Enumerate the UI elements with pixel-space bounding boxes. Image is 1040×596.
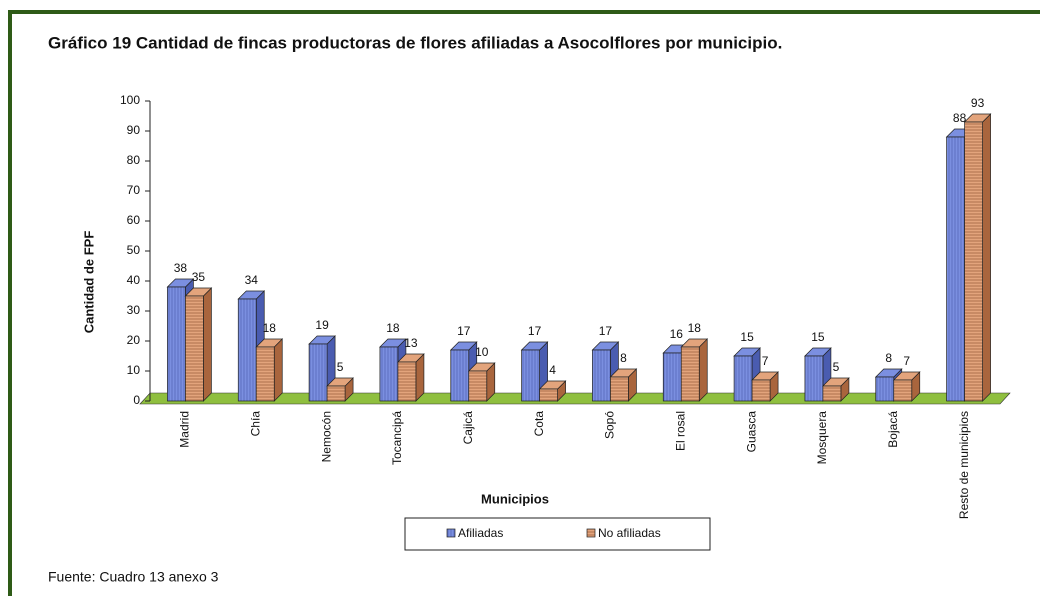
bar <box>610 376 629 402</box>
bar <box>185 295 204 402</box>
bar <box>804 355 824 402</box>
value-label: 18 <box>263 321 277 335</box>
value-label: 18 <box>688 321 702 335</box>
bar-side <box>203 287 212 402</box>
chart-title: Gráfico 19 Cantidad de fincas productora… <box>48 33 782 52</box>
y-tick-label: 10 <box>127 363 141 377</box>
x-tick-label: Cajicá <box>461 411 475 445</box>
bar <box>822 385 842 402</box>
x-tick-label: Mosquera <box>815 411 829 465</box>
value-label: 5 <box>833 360 840 374</box>
value-label: 88 <box>953 111 967 125</box>
x-tick-label: Tocancipá <box>390 411 404 465</box>
bar-side <box>273 338 283 402</box>
bar <box>946 136 965 402</box>
x-tick-label: Madrid <box>178 411 192 448</box>
legend-label: No afiliadas <box>598 526 661 540</box>
bar <box>326 385 346 402</box>
bar <box>875 376 895 402</box>
y-axis-label: Cantidad de FPF <box>81 231 96 334</box>
value-label: 4 <box>549 363 556 377</box>
x-tick-label: Resto de municipios <box>957 411 971 519</box>
y-tick-label: 30 <box>127 303 141 317</box>
value-label: 7 <box>903 354 910 368</box>
frame-left <box>8 10 12 596</box>
value-label: 8 <box>620 351 627 365</box>
bar <box>539 388 558 402</box>
x-tick-label: Cota <box>532 411 546 437</box>
x-tick-label: Nemocón <box>319 411 333 462</box>
y-tick-label: 100 <box>120 93 140 107</box>
legend-label: Afiliadas <box>458 526 503 540</box>
bar-side <box>982 113 991 402</box>
legend-box <box>404 517 711 551</box>
value-label: 35 <box>192 270 206 284</box>
bar <box>308 343 328 402</box>
bar <box>592 349 611 402</box>
bar <box>893 379 913 402</box>
y-tick-label: 80 <box>127 153 141 167</box>
bar <box>662 352 682 402</box>
value-label: 93 <box>971 96 985 110</box>
legend-swatch <box>446 528 456 538</box>
y-tick-label: 50 <box>127 243 141 257</box>
bar <box>167 286 186 402</box>
value-label: 38 <box>174 261 188 275</box>
value-label: 10 <box>475 345 489 359</box>
value-label: 17 <box>599 324 613 338</box>
bar <box>751 379 771 402</box>
bar <box>964 121 983 402</box>
x-tick-label: Bojacá <box>886 411 900 448</box>
bar <box>255 346 275 402</box>
bar <box>379 346 399 402</box>
source-note: Fuente: Cuadro 13 anexo 3 <box>48 569 219 585</box>
value-label: 13 <box>404 336 418 350</box>
bar-side <box>698 338 708 402</box>
y-tick-label: 0 <box>133 393 140 407</box>
x-tick-label: Chía <box>248 411 262 437</box>
value-label: 8 <box>885 351 892 365</box>
x-tick-label: Sopó <box>603 411 617 439</box>
value-label: 17 <box>457 324 471 338</box>
x-axis-label: Municipios <box>481 491 549 506</box>
value-label: 7 <box>762 354 769 368</box>
value-label: 17 <box>528 324 542 338</box>
value-label: 18 <box>386 321 400 335</box>
floor <box>139 392 1011 405</box>
frame-top <box>8 10 1040 14</box>
value-label: 16 <box>670 327 684 341</box>
bar <box>397 361 417 402</box>
bar <box>733 355 753 402</box>
x-tick-label: Guasca <box>744 411 758 453</box>
value-label: 34 <box>245 273 259 287</box>
bar <box>237 298 257 402</box>
value-label: 19 <box>315 318 329 332</box>
y-tick-label: 20 <box>127 333 141 347</box>
bar <box>680 346 700 402</box>
value-label: 15 <box>811 330 825 344</box>
legend-swatch <box>586 528 596 538</box>
y-tick-label: 70 <box>127 183 141 197</box>
bar <box>450 349 470 402</box>
y-tick-label: 60 <box>127 213 141 227</box>
x-tick-label: El rosal <box>673 411 687 451</box>
bar <box>468 370 488 402</box>
bar <box>521 349 540 402</box>
y-tick-label: 40 <box>127 273 141 287</box>
value-label: 5 <box>337 360 344 374</box>
y-tick-label: 90 <box>127 123 141 137</box>
value-label: 15 <box>740 330 754 344</box>
